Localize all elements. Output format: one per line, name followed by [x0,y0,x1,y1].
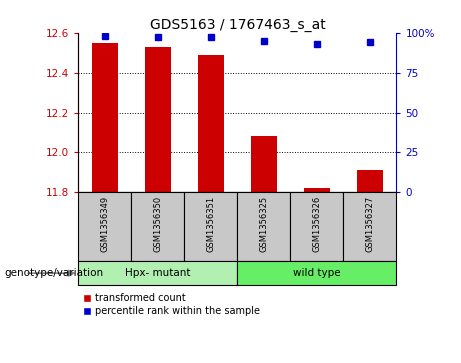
Bar [198,54,224,192]
Bar [78,261,237,285]
Bar [304,188,330,192]
Bar [145,46,171,192]
Bar [78,192,131,261]
Bar [237,261,396,285]
Title: GDS5163 / 1767463_s_at: GDS5163 / 1767463_s_at [149,18,325,32]
Text: GSM1356326: GSM1356326 [313,196,321,252]
Text: GSM1356327: GSM1356327 [366,196,374,252]
Bar [343,192,396,261]
Text: GSM1356351: GSM1356351 [207,196,215,252]
Text: genotype/variation: genotype/variation [5,268,104,278]
Bar [92,42,118,192]
Text: GSM1356350: GSM1356350 [154,196,162,252]
Bar [251,136,277,192]
Legend: transformed count, percentile rank within the sample: transformed count, percentile rank withi… [83,293,260,317]
Bar [357,170,383,192]
Text: wild type: wild type [293,268,341,278]
Text: Hpx- mutant: Hpx- mutant [125,268,191,278]
Text: GSM1356325: GSM1356325 [260,196,268,252]
Text: GSM1356349: GSM1356349 [100,196,109,252]
Bar [184,192,237,261]
Bar [290,192,343,261]
Bar [237,192,290,261]
Bar [131,192,184,261]
